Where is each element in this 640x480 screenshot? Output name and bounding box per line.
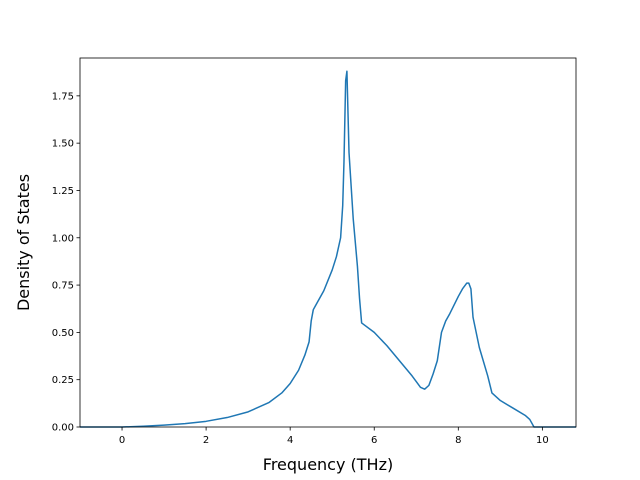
x-tick-label: 8 — [455, 435, 461, 446]
x-tick-label: 2 — [203, 435, 209, 446]
y-tick-label: 0.25 — [52, 375, 74, 386]
y-tick-label: 0.00 — [52, 423, 74, 434]
y-tick-label: 1.00 — [52, 233, 74, 244]
x-tick-label: 10 — [536, 435, 549, 446]
y-axis-label: Density of States — [14, 174, 33, 311]
y-tick-label: 1.25 — [52, 186, 74, 197]
x-tick-label: 4 — [287, 435, 293, 446]
plot-area — [80, 70, 576, 428]
axes-frame — [79, 57, 577, 428]
y-tick-label: 1.75 — [52, 91, 74, 102]
axis-ticks: 0 2 4 6 8 10 0.00 0.25 0.50 0.75 1.00 1.25 1.50 1.75 — [52, 91, 549, 446]
x-tick-label: 0 — [119, 435, 125, 446]
x-tick-label: 6 — [371, 435, 377, 446]
y-tick-label: 0.75 — [52, 281, 74, 292]
x-axis-label: Frequency (THz) — [263, 455, 393, 474]
dos-series-line-0 — [80, 70, 576, 428]
y-tick-label: 0.50 — [52, 328, 74, 339]
y-tick-label: 1.50 — [52, 139, 74, 150]
